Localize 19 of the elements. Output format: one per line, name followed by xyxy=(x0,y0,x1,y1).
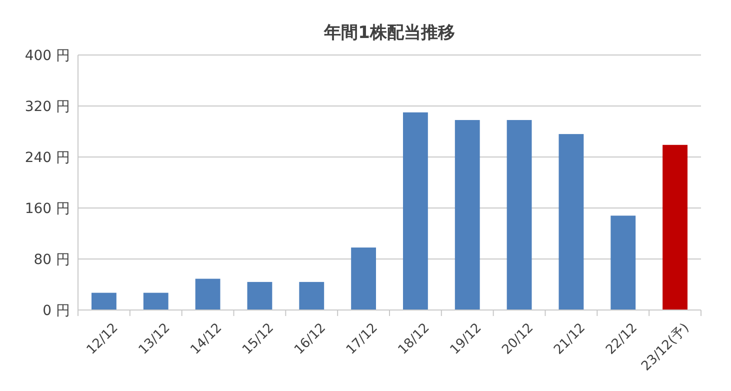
y-tick-label: 240 円 xyxy=(24,150,70,166)
y-tick-label: 160 円 xyxy=(24,200,70,217)
bar xyxy=(558,134,584,310)
chart-title: 年間1株配当推移 xyxy=(323,23,455,43)
bar xyxy=(143,292,168,310)
y-tick-label: 0 円 xyxy=(42,302,70,319)
bar xyxy=(454,120,480,310)
bar xyxy=(351,248,376,310)
bar xyxy=(506,120,532,310)
bar xyxy=(403,112,428,310)
bar xyxy=(92,292,116,310)
bar xyxy=(299,282,324,310)
y-tick-label: 80 円 xyxy=(34,252,70,268)
bar xyxy=(195,278,220,310)
y-tick-label: 320 円 xyxy=(24,98,70,115)
bar xyxy=(610,216,636,310)
bar xyxy=(662,144,688,310)
y-tick-label: 400 円 xyxy=(24,48,70,64)
bar xyxy=(247,282,272,310)
